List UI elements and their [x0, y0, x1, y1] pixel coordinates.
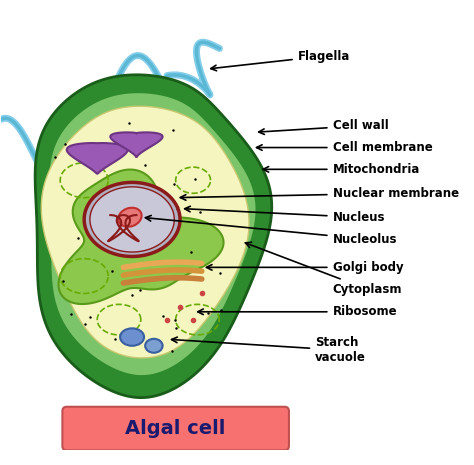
- Text: Cell membrane: Cell membrane: [256, 141, 432, 154]
- Polygon shape: [110, 133, 163, 158]
- Ellipse shape: [118, 208, 142, 227]
- Polygon shape: [84, 182, 180, 257]
- Ellipse shape: [145, 339, 163, 353]
- Text: Golgi body: Golgi body: [207, 261, 403, 274]
- Text: Nucleus: Nucleus: [185, 206, 385, 224]
- Text: Nuclear membrane: Nuclear membrane: [180, 187, 459, 200]
- Ellipse shape: [120, 328, 144, 346]
- Polygon shape: [35, 75, 272, 398]
- Polygon shape: [58, 170, 224, 304]
- Text: Ribosome: Ribosome: [198, 306, 397, 319]
- Text: Cytoplasm: Cytoplasm: [246, 242, 402, 296]
- Polygon shape: [48, 92, 256, 376]
- Text: Mitochondria: Mitochondria: [263, 163, 420, 176]
- Polygon shape: [90, 187, 174, 252]
- Text: Cell wall: Cell wall: [259, 119, 388, 134]
- Text: Nucleolus: Nucleolus: [146, 215, 397, 246]
- Polygon shape: [67, 143, 128, 174]
- Polygon shape: [41, 106, 249, 358]
- Text: Starch
vacuole: Starch vacuole: [172, 336, 366, 364]
- Text: Flagella: Flagella: [211, 50, 350, 71]
- FancyBboxPatch shape: [63, 407, 289, 450]
- Text: Algal cell: Algal cell: [126, 419, 226, 438]
